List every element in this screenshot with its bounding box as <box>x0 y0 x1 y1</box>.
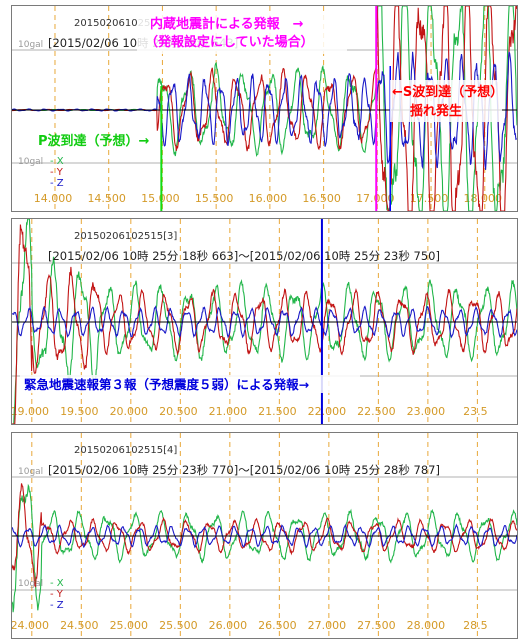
gal-label-top: 10gal <box>18 467 43 477</box>
record-id: 20150206102515[4] <box>74 445 177 456</box>
record-id: 201502061025 <box>74 18 150 29</box>
x-tick-label: 16.000 <box>249 192 288 205</box>
annotation-bg <box>20 375 360 393</box>
x-tick-label: 28.5 <box>463 619 488 632</box>
x-tick-label: 22.000 <box>308 405 347 418</box>
z-series-line <box>12 523 517 549</box>
p-wave-annotation: P波到達（予想）→ <box>38 133 150 149</box>
x-tick-label: 23.5 <box>463 405 488 418</box>
gal-label-bottom: 10gal <box>18 157 43 167</box>
x-tick-label: 20.500 <box>159 405 198 418</box>
gal-label-bottom: 10gal <box>18 579 43 589</box>
x-tick-label: 15.500 <box>195 192 234 205</box>
x-tick-label: 22.500 <box>357 405 396 418</box>
time-range: [2015/02/06 10時 25分 23秒 770]～[2015/02/06… <box>48 463 440 477</box>
chart-panel-1: 14.00014.50015.00015.50016.00016.50017.0… <box>11 5 518 212</box>
x-tick-label: 25.000 <box>110 619 149 632</box>
x-tick-label: 19.500 <box>60 405 99 418</box>
legend-x: - X <box>50 578 64 589</box>
record-id: 20150206102515[3] <box>74 231 177 242</box>
y-series-line <box>12 224 517 424</box>
x-tick-label: 16.500 <box>302 192 341 205</box>
x-tick-label: 20.000 <box>110 405 149 418</box>
x-tick-label: 21.500 <box>258 405 297 418</box>
x-tick-label: 24.000 <box>12 619 49 632</box>
x-tick-label: 23.000 <box>407 405 446 418</box>
alert-annotation: 緊急地震速報第３報（予想震度５弱）による発報→ <box>24 377 309 392</box>
x-series-line <box>12 483 517 613</box>
x-tick-label: 25.500 <box>159 619 198 632</box>
x-tick-label: 14.500 <box>87 192 126 205</box>
legend-z: - Z <box>50 178 64 189</box>
x-tick-label: 19.000 <box>12 405 49 418</box>
shake-annotation: 揺れ発生 <box>410 103 462 119</box>
x-tick-label: 21.000 <box>209 405 248 418</box>
x-tick-label: 26.000 <box>209 619 248 632</box>
x-tick-label: 24.500 <box>60 619 99 632</box>
x-tick-label: 26.500 <box>258 619 297 632</box>
legend-y: - Y <box>50 589 64 600</box>
time-range: [2015/02/06 10時 25分 18秒 663]～[2015/02/06… <box>48 249 440 263</box>
z-series-line <box>12 305 517 339</box>
chart-panel-2: 19.000 19.500 20.000 20.500 21.000 21.500 22.0… <box>11 218 518 425</box>
x-tick-label: 27.000 <box>308 619 347 632</box>
legend-x: - X <box>50 156 64 167</box>
legend-z: - Z <box>50 600 64 611</box>
chart-panel-3: 24.000 24.500 25.000 25.500 26.000 26.500 27.0… <box>11 432 518 639</box>
chart-svg: 24.000 24.500 25.000 25.500 26.000 26.500 27.0… <box>12 433 517 638</box>
gal-label-top: 10gal <box>18 40 43 50</box>
y-series-line <box>12 483 517 588</box>
trigger-annotation: 内蔵地震計による発報 → <box>150 16 304 32</box>
x-series-line <box>12 219 517 424</box>
chart-svg: 19.000 19.500 20.000 20.500 21.000 21.500 22.0… <box>12 219 517 424</box>
legend-y: - Y <box>50 167 64 178</box>
x-tick-label: 27.500 <box>357 619 396 632</box>
x-tick-label: 14.000 <box>34 192 73 205</box>
chart-svg: 14.00014.50015.00015.50016.00016.50017.0… <box>12 6 517 211</box>
x-tick-label: 28.000 <box>407 619 446 632</box>
annotation-bg <box>390 80 502 122</box>
s-wave-annotation: ←S波到達（予想） <box>392 84 503 100</box>
trigger-annotation-sub: （発報設定にしていた場合） <box>145 34 314 50</box>
annotation-bg <box>137 12 347 54</box>
